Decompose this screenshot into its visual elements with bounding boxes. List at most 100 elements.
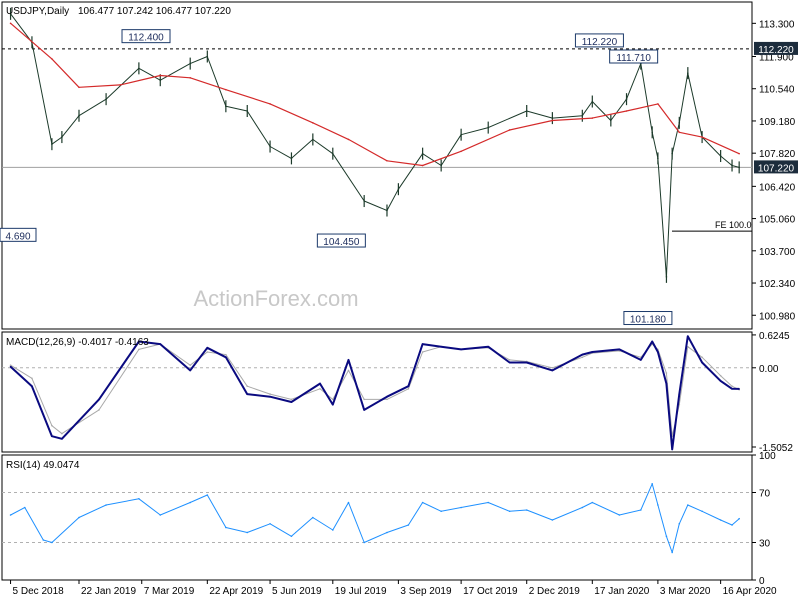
price-y-tick-label: 113.300: [759, 19, 795, 30]
macd-y-tick-label: -1.5052: [759, 443, 793, 454]
price-close-line-point: [651, 131, 653, 134]
macd-line-point: [9, 365, 12, 368]
macd-line-point: [639, 359, 642, 361]
macd-line-point: [225, 356, 227, 359]
price-y-tick-label: 102.340: [759, 279, 796, 290]
macd-line-point: [138, 340, 140, 343]
price-annotation-label: 4.690: [5, 231, 30, 242]
rsi-line-point: [206, 494, 209, 496]
macd-signal-line-point: [719, 374, 722, 377]
rsi-y-tick-label: 100: [759, 451, 776, 462]
macd-signal-line-point: [347, 369, 350, 372]
price-close-line-point: [671, 152, 673, 155]
rsi-line-point: [525, 509, 528, 511]
rsi-line-point: [665, 535, 668, 538]
macd-line-point: [591, 351, 594, 353]
macd-title: MACD(12,26,9) -0.4017 -0.4163: [6, 337, 149, 348]
moving-average-line-point: [225, 88, 227, 91]
macd-line-point: [98, 398, 100, 401]
rsi-y-tick-label: 70: [759, 489, 771, 500]
rsi-line-point: [159, 514, 162, 516]
rsi-line-point: [386, 531, 388, 534]
macd-line-point: [159, 343, 162, 345]
macd-signal-line-point: [421, 351, 424, 353]
price-annotation-box: [623, 311, 673, 326]
macd-line-point: [246, 393, 249, 395]
rsi-line-point: [421, 501, 424, 504]
macd-y-tick-label: 0.00: [759, 364, 779, 375]
price-close-line-point: [551, 117, 554, 119]
moving-average-line-point: [51, 58, 53, 60]
price-close-line-point: [625, 98, 628, 100]
moving-average-line-point: [189, 77, 192, 79]
x-tick-label: 17 Oct 2019: [463, 586, 518, 597]
resistance-price-box: [754, 41, 798, 55]
price-annotation-label: 111.710: [616, 53, 651, 64]
price-annotation-box: [0, 227, 37, 242]
moving-average-line-point: [701, 136, 703, 138]
price-close-line-point: [525, 110, 528, 112]
macd-signal-line-point: [246, 385, 249, 388]
price-close-line-point: [719, 155, 722, 157]
rsi-line-point: [347, 501, 350, 504]
rsi-line-point: [225, 526, 227, 529]
price-close-line-point: [61, 136, 63, 138]
price-close-line-point: [331, 152, 334, 155]
price-close-line-point: [138, 67, 140, 70]
x-tick-label: 16 Apr 2020: [723, 586, 777, 597]
x-tick-label: 3 Sep 2019: [400, 586, 452, 597]
rsi-line-point: [591, 501, 594, 504]
macd-line-point: [508, 361, 511, 364]
resistance-price-label: 112.220: [758, 45, 794, 56]
price-close-line-point: [487, 126, 490, 129]
price-ohlc-readout: 106.477 107.242 106.477 107.220: [78, 6, 231, 17]
price-close-line-point: [189, 62, 192, 65]
macd-line-point: [290, 401, 293, 403]
moving-average-line-point: [9, 22, 12, 25]
price-close-line-point: [246, 110, 249, 112]
macd-signal-line-point: [225, 353, 227, 356]
moving-average-line-point: [78, 86, 80, 89]
macd-line-point: [421, 343, 424, 345]
moving-average-line-point: [657, 103, 659, 105]
rsi-line-point: [331, 529, 334, 531]
x-tick-label: 2 Dec 2019: [529, 586, 581, 597]
rsi-line-point: [138, 497, 140, 500]
moving-average-line-point: [119, 84, 122, 86]
panel-frame-3: [1, 454, 753, 581]
rsi-line-point: [671, 551, 673, 554]
rsi-line-point: [618, 514, 621, 516]
price-y-tick-label: 107.820: [759, 149, 796, 160]
moving-average-line-point: [269, 103, 271, 105]
price-close-line-point: [665, 276, 668, 278]
macd-line-point: [206, 346, 209, 349]
macd-line-point: [363, 409, 365, 411]
rsi-line-point: [42, 539, 45, 541]
rsi-line-point: [105, 504, 107, 506]
macd-signal-line-point: [386, 398, 388, 401]
macd-signal-line-point: [687, 345, 689, 348]
x-tick-label: 22 Apr 2019: [209, 586, 263, 597]
macd-line-point: [651, 340, 653, 343]
macd-line-point: [665, 382, 668, 385]
macd-line-point: [61, 438, 63, 440]
macd-line-point: [31, 385, 33, 388]
macd-signal-line-point: [701, 356, 703, 359]
rsi-line-point: [24, 506, 26, 509]
macd-signal-line-point: [319, 388, 321, 390]
x-tick-label: 5 Dec 2018: [13, 586, 65, 597]
macd-signal-line-point: [331, 398, 334, 401]
macd-line-point: [678, 393, 681, 395]
rsi-line-point: [189, 501, 192, 504]
macd-line-point: [440, 345, 442, 348]
x-tick-label: 3 Mar 2020: [660, 586, 711, 597]
price-close-line-point: [678, 122, 681, 124]
macd-signal-line-point: [61, 432, 63, 435]
x-tick-label: 7 Mar 2019: [144, 586, 195, 597]
rsi-line-point: [269, 522, 271, 525]
moving-average-line-point: [347, 138, 350, 141]
macd-line-point: [738, 388, 740, 390]
price-title: USDJPY,Daily: [6, 6, 69, 17]
rsi-line-point: [687, 504, 689, 506]
macd-line-point: [386, 395, 388, 398]
